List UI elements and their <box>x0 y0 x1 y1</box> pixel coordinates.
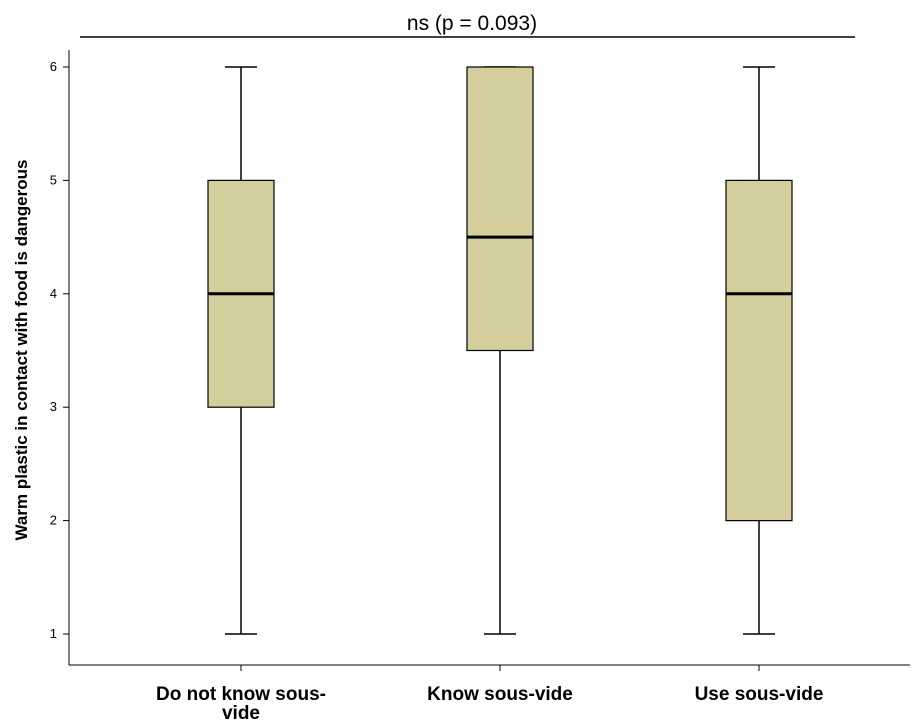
y-tick-label: 1 <box>50 626 57 641</box>
x-category-label: Use sous-vide <box>695 684 824 705</box>
box-1 <box>207 66 275 635</box>
y-tick-label: 2 <box>50 513 57 528</box>
boxes-group <box>207 66 793 635</box>
x-category-label: Know sous-vide <box>427 684 573 705</box>
y-axis-ticks: 1 2 3 4 5 6 <box>50 59 69 641</box>
x-category-label-line: vide <box>222 703 260 724</box>
x-category-label-line: Use sous-vide <box>695 684 824 705</box>
y-tick-label: 5 <box>50 172 57 187</box>
y-axis-label: Warm plastic in contact with food is dan… <box>12 160 31 541</box>
box-2 <box>466 66 534 635</box>
box-iqr <box>466 66 534 352</box>
significance-label-background <box>384 8 564 36</box>
y-tick-label: 3 <box>50 399 57 414</box>
x-category-label: Do not know sous-vide <box>156 684 326 724</box>
box-iqr <box>725 179 793 522</box>
y-tick-label: 4 <box>50 286 57 301</box>
box-3 <box>725 66 793 635</box>
x-category-label-line: Know sous-vide <box>427 684 573 705</box>
x-axis-categories: Do not know sous-vide Know sous-vide Use s… <box>156 665 823 724</box>
x-category-label-line: Do not know sous- <box>156 684 326 705</box>
y-tick-label: 6 <box>50 59 57 74</box>
significance-annotation: ns (p = 0.093) <box>407 12 537 35</box>
